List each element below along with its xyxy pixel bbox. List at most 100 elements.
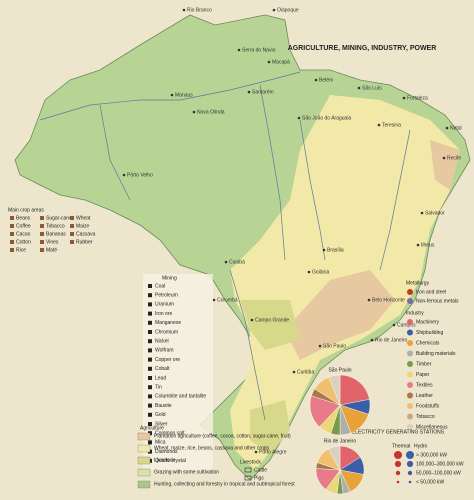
crop-icon <box>10 216 14 220</box>
industry-swatch <box>407 361 413 367</box>
industry-swatch <box>407 350 413 357</box>
legend-title: Mining <box>162 275 177 281</box>
crop-icon <box>70 240 74 244</box>
agriculture-swatch <box>137 480 151 489</box>
city-dot <box>182 8 186 12</box>
mining-icon <box>148 284 152 288</box>
city-dot <box>250 318 254 322</box>
city-dot <box>297 116 301 120</box>
agriculture-swatch <box>137 456 151 465</box>
electricity-size: < 50,000 kW <box>416 479 444 485</box>
legends: Main crop areas Beans Sugar-cane Wheat Coffe… <box>8 207 464 495</box>
legend-title: Main crop areas <box>8 207 44 213</box>
hydro-symbol <box>408 480 412 484</box>
industry-label: Tobacco <box>416 414 435 420</box>
hydro-symbol <box>406 460 414 468</box>
mining-label: Chromium <box>155 329 178 335</box>
crop-label: Cotton <box>16 239 31 245</box>
crop-icon <box>70 224 74 228</box>
mining-icon <box>148 330 152 334</box>
mining-label: Diamonds <box>155 449 178 455</box>
industry-swatch <box>407 413 413 420</box>
industry-label: Textiles <box>416 382 433 388</box>
agriculture-swatch <box>137 444 151 453</box>
place-name: São João do Araguaia <box>302 115 351 121</box>
crop-icon <box>10 240 14 244</box>
place-name: Natal <box>450 125 462 131</box>
mining-icon <box>148 311 152 316</box>
agriculture-label: Plantation agriculture (coffee, cocoa, c… <box>154 433 291 439</box>
industry-swatch <box>407 403 413 409</box>
crop-label: Bananas <box>46 231 66 237</box>
city-dot <box>445 126 449 130</box>
city-dot <box>402 96 406 100</box>
legend-title: Industry <box>406 310 424 316</box>
thermal-symbol <box>394 460 402 468</box>
mining-icon <box>148 440 152 445</box>
place-name: Pôrto Velho <box>127 172 153 178</box>
mining-icon <box>148 320 152 325</box>
thermal-symbol <box>394 451 402 459</box>
crop-icon <box>70 216 74 220</box>
crop-icon <box>10 224 14 228</box>
industry-swatch <box>407 392 413 399</box>
crop-icon <box>70 232 74 236</box>
livestock-icon <box>244 475 252 481</box>
mining-label: Nickel <box>155 339 169 345</box>
city-dot <box>247 90 251 94</box>
mining-icon <box>148 394 152 399</box>
industry-swatch <box>407 319 413 325</box>
crop-label: Vines <box>46 239 59 245</box>
agriculture-swatch <box>137 432 151 441</box>
city-dot <box>367 298 371 302</box>
crop-label: Rice <box>16 247 26 253</box>
livestock-label: Cattle <box>254 467 267 473</box>
industry-label: Leather <box>416 393 433 399</box>
place-name: Brasília <box>327 247 344 253</box>
industry-label: Paper <box>416 372 430 378</box>
city-dot <box>254 450 258 454</box>
crop-label: Sugar-cane <box>46 215 72 221</box>
city-dot <box>377 123 381 127</box>
industry-swatch <box>407 424 413 430</box>
mining-icon <box>148 376 152 380</box>
crop-label: Beans <box>16 215 31 221</box>
mining-label: Uranium <box>155 302 174 308</box>
mining-icon <box>148 385 152 390</box>
rivers <box>39 71 411 421</box>
crop-label: Wheat <box>76 215 91 221</box>
city-dot <box>292 370 296 374</box>
electricity-size: 50,000–100,000 kW <box>416 470 461 476</box>
crop-label: Cassava <box>76 231 96 237</box>
livestock-icon <box>244 467 252 473</box>
mining-icon <box>148 293 152 298</box>
crop-label: Cacao <box>16 231 31 237</box>
mining-icon <box>148 422 152 426</box>
place-name: Fortaleza <box>407 95 428 101</box>
mining-label: Lead <box>155 375 166 381</box>
crop-icon <box>40 216 44 220</box>
thermal-symbol <box>396 480 400 484</box>
metallurgy-swatch <box>407 298 413 304</box>
place-name: Recife <box>447 155 461 161</box>
mining-label: Bauxite <box>155 403 172 409</box>
pie-slice <box>328 445 341 471</box>
place-name: Campo Grande <box>255 317 289 323</box>
place-name: São Paulo <box>323 343 346 349</box>
mining-icon <box>148 412 152 417</box>
crop-label: Maté <box>46 247 57 253</box>
mining-label: Cobalt <box>155 366 170 372</box>
place-name: Macapá <box>272 59 290 65</box>
crop-icon <box>10 232 14 236</box>
city-dot <box>357 86 361 90</box>
mining-icon <box>148 348 152 353</box>
place-name: Salvador <box>425 210 445 216</box>
crop-icon <box>10 248 14 252</box>
mining-label: Mica <box>155 440 166 446</box>
mining-label: Quartz crystal <box>155 458 186 464</box>
industry-label: Timber <box>416 361 432 367</box>
mining-label: Common salt <box>155 431 185 437</box>
hydro-symbol <box>407 470 413 476</box>
thermal-symbol <box>395 470 401 476</box>
mining-icon <box>148 366 152 371</box>
